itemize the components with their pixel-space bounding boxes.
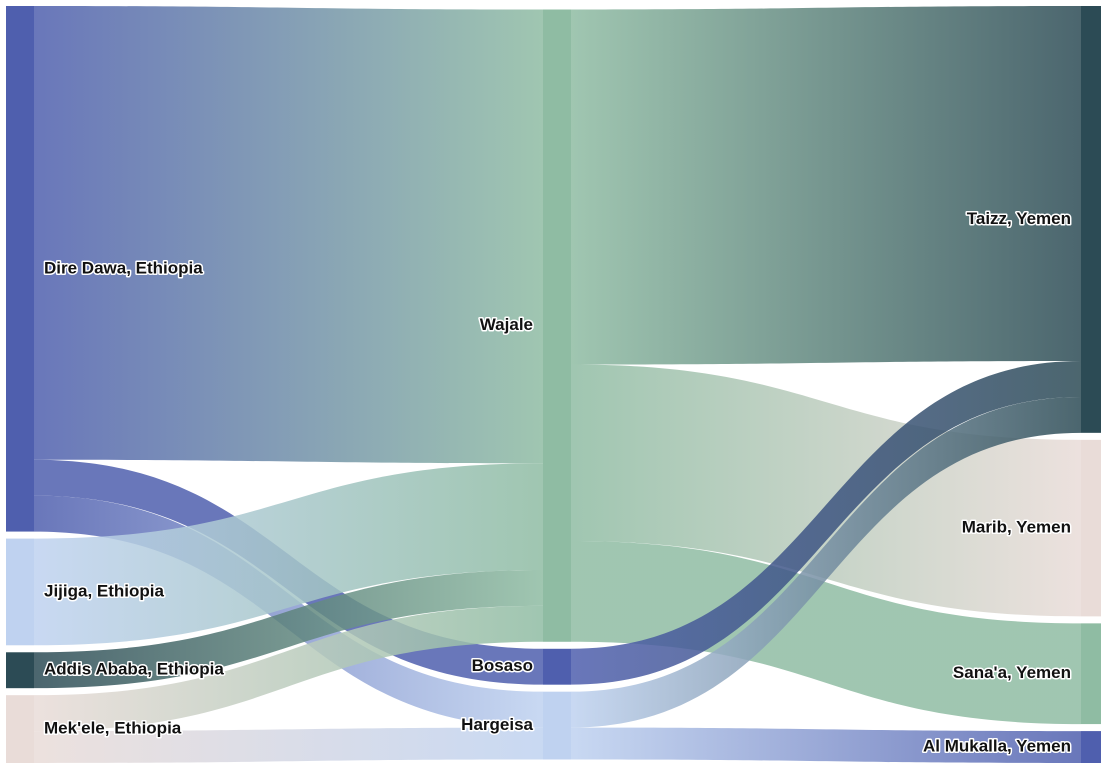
- link-wajale-to-marib[interactable]: [571, 364, 1081, 617]
- node-marib[interactable]: [1081, 439, 1101, 617]
- node-label-hargeisa: Hargeisa: [461, 715, 533, 734]
- link-dire_dawa-to-wajale[interactable]: [34, 6, 543, 464]
- node-sanaa[interactable]: [1081, 623, 1101, 725]
- node-label-marib: Marib, Yemen: [962, 518, 1071, 537]
- node-label-sanaa: Sana'a, Yemen: [953, 663, 1071, 682]
- node-label-mekele: Mek'ele, Ethiopia: [44, 719, 182, 738]
- labels-layer: Dire Dawa, Ethiopia Jijiga, Ethiopia Addis…: [43, 207, 1073, 757]
- link-jijiga-to-wajale[interactable]: [34, 463, 543, 646]
- node-bosaso[interactable]: [543, 648, 571, 685]
- node-label-jijiga: Jijiga, Ethiopia: [44, 581, 165, 600]
- node-mekele[interactable]: [6, 695, 34, 763]
- link-mekele-to-wajale[interactable]: [34, 605, 543, 732]
- node-label-mukalla: Al Mukalla, Yemen: [923, 737, 1071, 756]
- link-wajale-to-sanaa[interactable]: [571, 541, 1081, 725]
- link-wajale-to-taizz[interactable]: [571, 6, 1081, 365]
- node-wajale[interactable]: [543, 9, 571, 642]
- node-label-bosaso: Bosaso: [472, 656, 533, 675]
- node-mukalla[interactable]: [1081, 731, 1101, 763]
- node-jijiga[interactable]: [6, 538, 34, 646]
- link-bosaso-to-taizz[interactable]: [571, 361, 1081, 685]
- node-label-wajale: Wajale: [480, 315, 533, 334]
- node-hargeisa[interactable]: [543, 691, 571, 760]
- node-addis[interactable]: [6, 652, 34, 689]
- node-dire_dawa[interactable]: [6, 6, 34, 532]
- link-addis-to-wajale[interactable]: [34, 569, 543, 689]
- node-label-taizz: Taizz, Yemen: [967, 209, 1071, 228]
- node-taizz[interactable]: [1081, 6, 1101, 433]
- node-label-addis: Addis Ababa, Ethiopia: [44, 660, 224, 679]
- link-hargeisa-to-taizz[interactable]: [571, 396, 1081, 728]
- link-hargeisa-to-mukalla[interactable]: [571, 727, 1081, 763]
- node-label-dire_dawa: Dire Dawa, Ethiopia: [44, 258, 203, 277]
- links-layer: [34, 6, 1081, 763]
- nodes-layer: [6, 6, 1101, 763]
- link-mekele-to-hargeisa[interactable]: [34, 727, 543, 763]
